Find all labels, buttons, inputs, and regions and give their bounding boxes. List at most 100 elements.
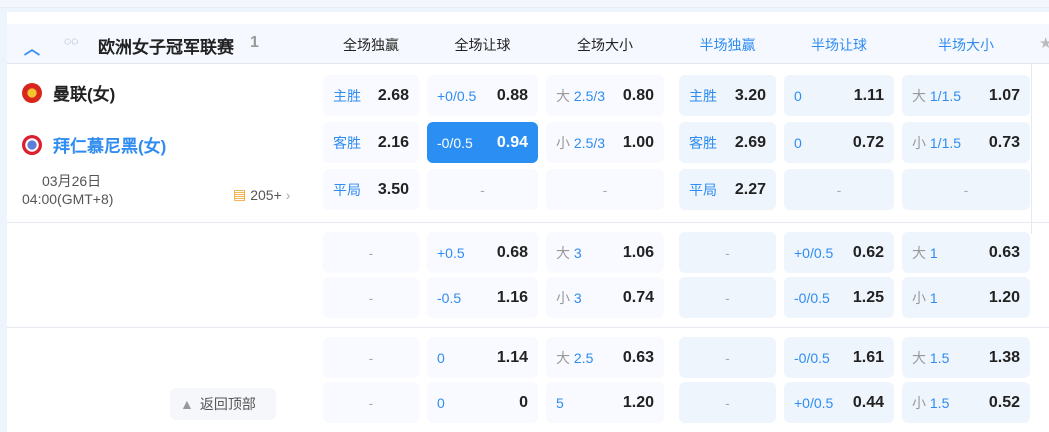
empty-odds: - bbox=[368, 349, 374, 366]
odds-prefix: 大 bbox=[556, 244, 570, 261]
odds-value: 0.44 bbox=[852, 393, 884, 411]
pin-icon[interactable]: ★ bbox=[1039, 35, 1049, 52]
odds-value: 1.07 bbox=[988, 86, 1020, 104]
odds-cell[interactable]: 大 2.5 0.63 bbox=[546, 337, 664, 378]
odds-value: 2.68 bbox=[377, 86, 409, 104]
odds-cell[interactable]: 5 1.20 bbox=[546, 382, 664, 423]
odds-label: +0/0.5 bbox=[794, 245, 853, 261]
odds-prefix: 小 bbox=[912, 134, 926, 151]
odds-cell[interactable]: 主胜 2.68 bbox=[323, 75, 419, 116]
odds-cell[interactable]: 主胜 3.20 bbox=[679, 75, 776, 116]
empty-odds: - bbox=[480, 181, 485, 198]
odds-cell: - bbox=[902, 169, 1030, 210]
odds-value: 0.88 bbox=[496, 86, 528, 104]
odds-cell[interactable]: 大 1.5 1.38 bbox=[902, 337, 1030, 378]
odds-value: 0.52 bbox=[988, 393, 1020, 411]
more-bets-link[interactable]: ▤ 205+ › bbox=[233, 186, 290, 203]
odds-value: 2.27 bbox=[734, 180, 766, 198]
odds-line: 1.5 bbox=[929, 349, 950, 366]
odds-value: 2.16 bbox=[377, 133, 409, 151]
odds-line: +0/0.5 bbox=[794, 394, 834, 411]
empty-odds: - bbox=[725, 394, 730, 411]
odds-value: 0.80 bbox=[622, 86, 654, 104]
odds-cell[interactable]: 0 1.14 bbox=[427, 337, 538, 378]
odds-prefix: 小 bbox=[912, 394, 926, 411]
odds-value: 2.69 bbox=[734, 133, 766, 151]
odds-prefix: 大 bbox=[912, 244, 926, 261]
odds-label: 0 bbox=[794, 135, 853, 151]
odds-value: 1.14 bbox=[496, 348, 528, 366]
odds-line: 主胜 bbox=[689, 87, 717, 104]
odds-cell[interactable]: +0/0.5 0.62 bbox=[784, 232, 894, 273]
odds-label: 客胜 bbox=[333, 133, 378, 153]
away-team[interactable]: 拜仁慕尼黑(女) bbox=[22, 132, 166, 157]
top-bar bbox=[0, 0, 1049, 8]
odds-cell[interactable]: -0.5 1.16 bbox=[427, 277, 538, 318]
odds-cell[interactable]: 客胜 2.16 bbox=[323, 122, 419, 163]
odds-value: 1.00 bbox=[622, 133, 654, 151]
odds-cell[interactable]: +0.5 0.68 bbox=[427, 232, 538, 273]
odds-label: 大 1/1.5 bbox=[912, 86, 989, 106]
home-team[interactable]: 曼联(女) bbox=[22, 80, 115, 105]
odds-value: 0.63 bbox=[622, 348, 654, 366]
odds-cell[interactable]: 小 3 0.74 bbox=[546, 277, 664, 318]
odds-cell[interactable]: 大 2.5/3 0.80 bbox=[546, 75, 664, 116]
odds-value: 0.63 bbox=[988, 243, 1020, 261]
odds-line: -0/0.5 bbox=[794, 349, 830, 366]
odds-value: 1.16 bbox=[496, 288, 528, 306]
odds-cell[interactable]: 大 1 0.63 bbox=[902, 232, 1030, 273]
odds-cell[interactable]: 0 0.72 bbox=[784, 122, 894, 163]
chevron-up-icon[interactable]: ︿ bbox=[24, 41, 41, 58]
odds-cell[interactable]: 小 2.5/3 1.00 bbox=[546, 122, 664, 163]
column-header: 半场独赢 bbox=[699, 37, 756, 53]
back-to-top-button[interactable]: ▲ 返回顶部 bbox=[170, 388, 276, 420]
empty-odds: - bbox=[725, 349, 730, 366]
odds-cell: - bbox=[546, 169, 664, 210]
odds-line: 客胜 bbox=[689, 134, 717, 151]
odds-cell: - bbox=[323, 277, 419, 318]
league-header[interactable]: ︿ ◌◌ 欧洲女子冠军联赛 1 全场独赢 全场让球 全场大小 半场独赢 半场让球 半场大小… bbox=[7, 24, 1049, 64]
odds-cell[interactable]: 小 1.5 0.52 bbox=[902, 382, 1030, 423]
odds-label: -0/0.5 bbox=[794, 290, 853, 306]
empty-odds: - bbox=[725, 289, 730, 306]
odds-prefix: 小 bbox=[556, 134, 570, 151]
empty-odds: - bbox=[963, 181, 969, 198]
odds-cell[interactable]: 客胜 2.69 bbox=[679, 122, 776, 163]
odds-cell[interactable]: 平局 2.27 bbox=[679, 169, 776, 210]
odds-cell: - bbox=[679, 232, 776, 273]
odds-label: +0/0.5 bbox=[437, 88, 497, 104]
odds-prefix: 大 bbox=[556, 349, 570, 366]
stats-icon: ▤ bbox=[233, 186, 247, 202]
odds-line: -0.5 bbox=[437, 289, 462, 306]
odds-cell[interactable]: 0 1.11 bbox=[784, 75, 894, 116]
odds-cell[interactable]: 小 1 1.20 bbox=[902, 277, 1030, 318]
odds-line: 平局 bbox=[689, 181, 717, 198]
odds-line: +0/0.5 bbox=[437, 87, 477, 104]
odds-cell[interactable]: -0/0.5 1.61 bbox=[784, 337, 894, 378]
league-logo-icon: ◌◌ bbox=[64, 34, 79, 48]
odds-value: 0.94 bbox=[496, 133, 528, 151]
odds-label: 主胜 bbox=[333, 86, 378, 106]
odds-line: 主胜 bbox=[333, 87, 361, 104]
odds-cell[interactable]: -0/0.5 0.94 bbox=[427, 122, 538, 163]
odds-cell[interactable]: 大 1/1.5 1.07 bbox=[902, 75, 1030, 116]
empty-odds: - bbox=[368, 394, 374, 411]
divider bbox=[7, 327, 1049, 328]
chevron-right-icon: › bbox=[285, 186, 291, 203]
odds-label: 0 bbox=[437, 350, 497, 366]
odds-line: 2.5 bbox=[573, 349, 594, 366]
odds-cell[interactable]: 小 1/1.5 0.73 bbox=[902, 122, 1030, 163]
league-name: 欧洲女子冠军联赛 bbox=[98, 38, 234, 57]
odds-cell[interactable]: -0/0.5 1.25 bbox=[784, 277, 894, 318]
odds-prefix: 小 bbox=[912, 289, 926, 306]
odds-line: 1 bbox=[929, 289, 938, 306]
odds-cell[interactable]: +0/0.5 0.44 bbox=[784, 382, 894, 423]
odds-prefix: 大 bbox=[556, 87, 570, 104]
odds-cell[interactable]: 大 3 1.06 bbox=[546, 232, 664, 273]
odds-cell[interactable]: +0/0.5 0.88 bbox=[427, 75, 538, 116]
odds-label: 0 bbox=[794, 88, 854, 104]
odds-cell[interactable]: 平局 3.50 bbox=[323, 169, 419, 210]
column-header: 全场大小 bbox=[577, 37, 633, 53]
odds-cell: - bbox=[679, 337, 776, 378]
